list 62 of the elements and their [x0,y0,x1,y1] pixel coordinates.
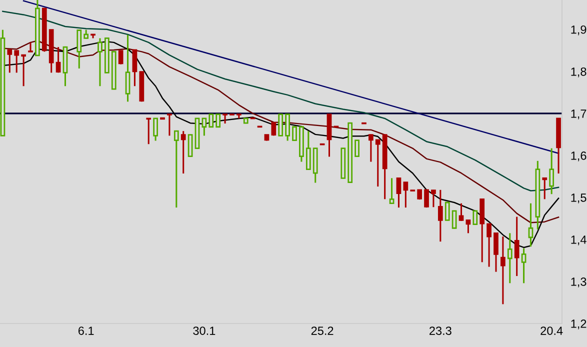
x-tick-label: 25.2 [311,326,334,335]
y-tick-label: 1,5 [571,194,586,204]
candlestick [7,49,12,74]
candlestick [125,34,130,102]
candlestick [396,177,402,208]
candlestick [452,210,457,229]
candlestick [521,248,526,284]
candlestick [507,232,512,284]
candlestick [514,216,520,277]
candlestick [549,148,554,195]
candlestick [132,49,138,87]
candlestick [528,202,534,248]
candlestick [14,50,20,74]
candlestick [458,202,464,222]
y-tick-label: 1,6 [571,151,586,162]
candlestick [21,54,26,87]
candlestick [444,202,450,221]
candlestick [389,177,394,204]
candlestick [98,37,102,87]
candlestick [466,219,471,234]
line-series [2,10,560,192]
candlestick [167,114,172,136]
y-tick-label: 1,2 [571,320,586,330]
candlestick [180,130,186,174]
candlestick [438,189,443,242]
candlestick [431,189,436,208]
candlestick [375,139,380,188]
candlestick [472,210,478,226]
candlestick [486,223,492,268]
y-tick-label: 1,4 [571,236,586,246]
x-tick-label: 20.4 [540,326,563,335]
candlestick [28,42,33,52]
candlestick [216,114,221,128]
candlestick [306,130,311,170]
candlestick [56,46,61,74]
candlestick [202,118,207,136]
candlestick [153,118,158,142]
y-tick-label: 1,7 [571,110,586,120]
y-tick-label: 1,3 [571,278,586,288]
candlestick [500,236,506,305]
candlestick [271,122,276,136]
y-tick-label: 1,8 [571,67,586,78]
candlestick [146,118,152,145]
candlestick [424,189,429,208]
candlestick [285,114,290,142]
candlestick [208,114,214,128]
candlestick [368,134,374,163]
candlestick [76,29,82,70]
x-tick-label: 23.3 [430,326,452,335]
candlestick [494,232,498,273]
candlestick [222,114,228,124]
candlestick [542,176,548,200]
candlestick [354,140,360,157]
x-tick-label: 6.1 [78,326,94,335]
candlestick [292,126,297,142]
candlestick [278,114,284,136]
candlestick [188,134,193,157]
x-tick-label: 30.1 [193,326,216,335]
y-tick-label: 1,9 [571,25,586,36]
candlestick [118,50,124,66]
candlestick [403,182,408,208]
candlestick [174,130,179,208]
